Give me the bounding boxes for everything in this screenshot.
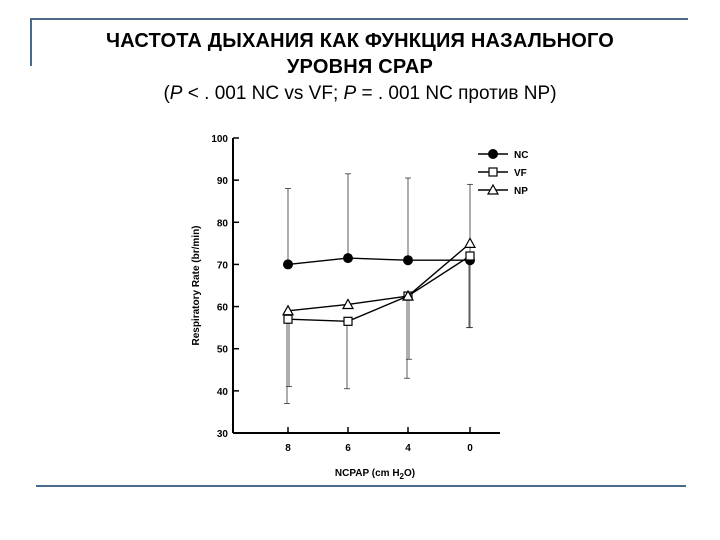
slide-title: ЧАСТОТА ДЫХАНИЯ КАК ФУНКЦИЯ НАЗАЛЬНОГО У… (40, 28, 680, 106)
series-line-NC (287, 257, 470, 266)
legend-marker-NP (486, 183, 500, 195)
frame-bottom-line (36, 485, 686, 487)
y-tick-label-30: 30 (217, 429, 229, 440)
title-line-2: УРОВНЯ CPAP (286, 56, 434, 78)
y-tick-label-70: 70 (217, 260, 229, 271)
point-NC-2 (403, 255, 413, 266)
point-NC-0 (283, 259, 293, 270)
point-VF-0 (283, 314, 293, 324)
subtitle-mid1: < . 001 NC vs VF; (182, 83, 344, 104)
x-tick-label-1: 6 (345, 443, 351, 454)
point-VF-3 (465, 251, 475, 261)
x-axis-label: NCPAP (cm H2O) (335, 468, 415, 481)
point-NP-3 (463, 237, 477, 248)
subtitle-mid2: = . 001 NC против NP) (356, 83, 557, 104)
y-tick-label-40: 40 (217, 387, 229, 398)
point-NP-0 (281, 304, 295, 316)
y-tick-label-80: 80 (217, 218, 229, 229)
point-NP-2 (401, 289, 415, 301)
x-tick-label-3: 0 (467, 443, 473, 454)
point-NC-1 (343, 253, 353, 264)
subtitle-p2: P (343, 83, 357, 104)
legend-marker-VF (488, 167, 498, 177)
subtitle-p1: P (169, 83, 183, 104)
series-line-VF (287, 255, 471, 323)
legend-label-VF: VF (514, 168, 527, 179)
y-tick-label-100: 100 (211, 134, 228, 145)
point-NP-1 (341, 298, 355, 310)
y-axis-label: Respiratory Rate (br/min) (191, 225, 202, 345)
frame-top-line (30, 18, 688, 20)
point-VF-1 (343, 316, 353, 326)
y-tick-label-50: 50 (217, 345, 229, 356)
title-line-1: ЧАСТОТА ДЫХАНИЯ КАК ФУНКЦИЯ НАЗАЛЬНОГО (105, 30, 614, 52)
x-tick-label-0: 8 (285, 443, 291, 454)
x-tick-label-2: 4 (405, 443, 411, 454)
legend-marker-NC (488, 149, 498, 159)
series-line-NP (287, 242, 471, 312)
subtitle-open: ( (163, 83, 170, 104)
legend-label-NP: NP (514, 186, 528, 197)
frame-left-line (30, 18, 32, 66)
y-tick-label-90: 90 (217, 176, 229, 187)
legend-label-NC: NC (514, 150, 528, 161)
subtitle: (P < . 001 NC vs VF; P = . 001 NC против… (40, 82, 680, 106)
y-tick-label-60: 60 (217, 303, 229, 314)
